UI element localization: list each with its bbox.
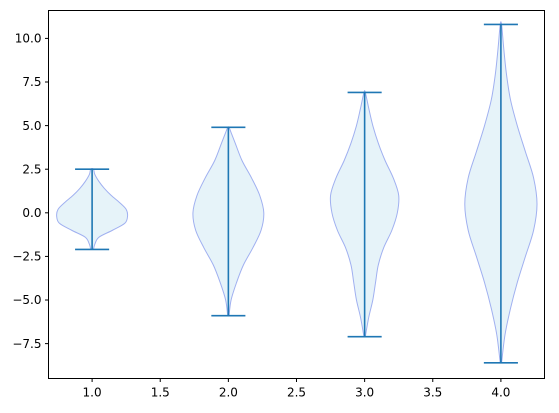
y-tick-label: −2.5 — [12, 250, 41, 264]
x-tick-label: 3.0 — [355, 386, 374, 400]
violin-layer — [56, 21, 538, 364]
y-tick-label: −5.0 — [12, 293, 41, 307]
y-tick-label: 10.0 — [15, 32, 42, 46]
x-tick-label: 1.0 — [83, 386, 102, 400]
x-axis: 1.0 1.5 2.0 2.5 3.0 3.5 4.0 — [83, 378, 510, 400]
x-tick-label: 2.0 — [219, 386, 238, 400]
x-tick-label: 2.5 — [287, 386, 306, 400]
statistic-lines — [75, 23, 518, 364]
x-tick-label: 1.5 — [151, 386, 170, 400]
y-tick-label: 5.0 — [22, 119, 41, 133]
y-axis: −7.5 −5.0 −2.5 0.0 2.5 5.0 7.5 10.0 — [12, 32, 49, 351]
y-tick-label: 7.5 — [22, 75, 41, 89]
x-tick-label: 3.5 — [423, 386, 442, 400]
y-tick-label: −7.5 — [12, 337, 41, 351]
x-tick-label: 4.0 — [491, 386, 510, 400]
y-tick-label: 2.5 — [22, 162, 41, 176]
y-tick-label: 0.0 — [22, 206, 41, 220]
